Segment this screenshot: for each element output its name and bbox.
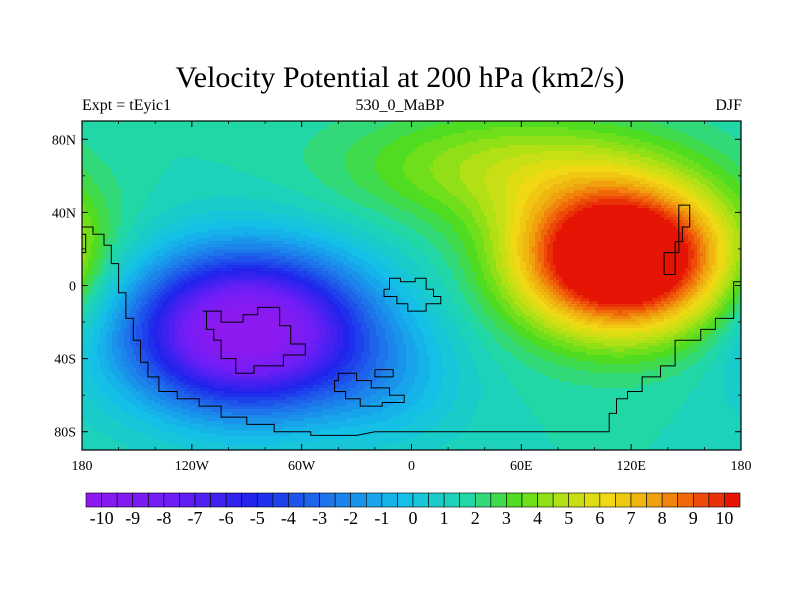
colorbar-swatch <box>506 493 522 507</box>
colorbar-swatch <box>226 493 242 507</box>
x-tick-label: 180 <box>72 459 93 474</box>
colorbar-swatch <box>413 493 429 507</box>
contour-field <box>82 121 741 450</box>
y-tick-label: 40N <box>52 206 76 221</box>
colorbar-swatch <box>678 493 694 507</box>
colorbar-swatch <box>724 493 740 507</box>
colorbar-swatch <box>429 493 445 507</box>
colorbar-swatch <box>164 493 180 507</box>
colorbar-label: -5 <box>250 508 265 528</box>
colorbar-label: 5 <box>564 508 573 528</box>
colorbar-swatch <box>662 493 678 507</box>
colorbar-swatch <box>709 493 725 507</box>
colorbar-swatch <box>351 493 367 507</box>
colorbar-swatch <box>195 493 211 507</box>
colorbar-label: 3 <box>502 508 511 528</box>
colorbar-swatch <box>148 493 164 507</box>
colorbar-label: 8 <box>658 508 667 528</box>
colorbar-label: -6 <box>219 508 234 528</box>
colorbar-label: 0 <box>409 508 418 528</box>
colorbar-swatch <box>242 493 258 507</box>
colorbar-swatch <box>102 493 118 507</box>
colorbar-swatch <box>288 493 304 507</box>
colorbar-label: -1 <box>374 508 389 528</box>
colorbar-swatch <box>397 493 413 507</box>
colorbar-swatch <box>273 493 289 507</box>
colorbar-swatch <box>491 493 507 507</box>
colorbar-swatch <box>584 493 600 507</box>
colorbar-swatch <box>133 493 149 507</box>
colorbar-swatch <box>460 493 476 507</box>
x-tick-label: 120W <box>175 459 210 474</box>
colorbar-label: -3 <box>312 508 327 528</box>
colorbar-swatch <box>257 493 273 507</box>
colorbar-swatch <box>304 493 320 507</box>
colorbar-swatch <box>647 493 663 507</box>
colorbar-label: 10 <box>715 508 733 528</box>
colorbar-label: -9 <box>125 508 140 528</box>
colorbar-label: -4 <box>281 508 296 528</box>
colorbar-swatch <box>444 493 460 507</box>
colorbar-swatch <box>211 493 227 507</box>
map-figure: 180 120W 60W 0 60E 120E 18080N40N040S80S -10 -9… <box>0 0 800 600</box>
colorbar-swatch <box>179 493 195 507</box>
colorbar-label: 4 <box>533 508 542 528</box>
colorbar-swatch <box>475 493 491 507</box>
colorbar-swatch <box>600 493 616 507</box>
colorbar-label: -7 <box>188 508 203 528</box>
colorbar-swatch <box>693 493 709 507</box>
colorbar-swatch <box>366 493 382 507</box>
colorbar-swatch <box>117 493 133 507</box>
colorbar-swatch <box>335 493 351 507</box>
colorbar-label: 7 <box>627 508 636 528</box>
x-tick-label: 0 <box>408 459 415 474</box>
colorbar-swatch <box>382 493 398 507</box>
colorbar-swatch <box>86 493 102 507</box>
y-tick-label: 80S <box>54 426 76 441</box>
colorbar-label: -8 <box>156 508 171 528</box>
colorbar-label: 1 <box>440 508 449 528</box>
colorbar-swatch <box>538 493 554 507</box>
colorbar-label: -2 <box>343 508 358 528</box>
y-tick-label: 0 <box>69 280 76 295</box>
colorbar-swatch <box>522 493 538 507</box>
colorbar-label: 9 <box>689 508 698 528</box>
y-tick-label: 80N <box>52 133 76 148</box>
x-tick-label: 60E <box>510 459 533 474</box>
colorbar-label: 2 <box>471 508 480 528</box>
colorbar-swatch <box>631 493 647 507</box>
colorbar-swatch <box>615 493 631 507</box>
colorbar-swatch <box>320 493 336 507</box>
colorbar-swatch <box>553 493 569 507</box>
x-tick-label: 60W <box>288 459 316 474</box>
colorbar: -10 -9 -8 -7 -6 -5 -4 -3 -2 -1 0 1 2 3 4 5 6 7 8 9 10 <box>86 493 740 528</box>
colorbar-label: -10 <box>90 508 114 528</box>
colorbar-swatch <box>569 493 585 507</box>
x-tick-label: 120E <box>616 459 646 474</box>
y-tick-label: 40S <box>54 353 76 368</box>
colorbar-label: 6 <box>595 508 604 528</box>
x-tick-label: 180 <box>731 459 752 474</box>
